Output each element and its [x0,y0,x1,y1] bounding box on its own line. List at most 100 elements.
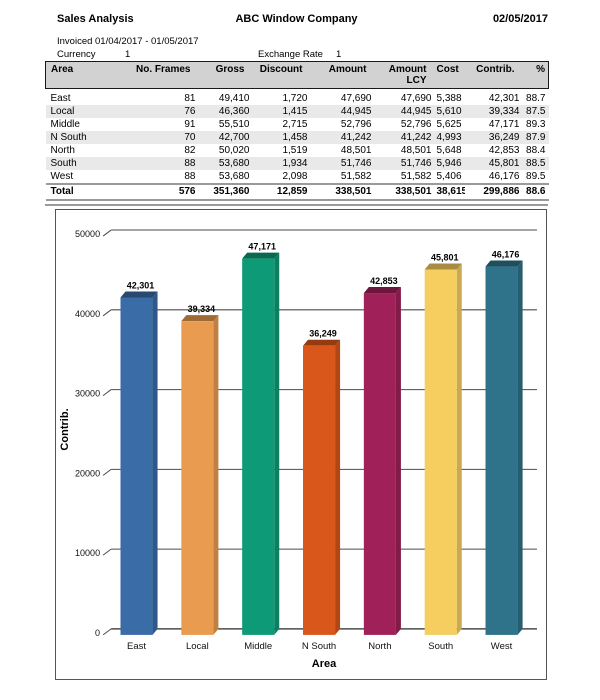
y-axis-title: Contrib. [59,408,71,450]
cell: 49,410 [218,93,250,104]
bar-side-face [274,252,280,635]
cell: 51,582 [400,171,432,182]
table-row: Middle 91 55,510 2,715 52,796 52,796 5,625 47,1… [46,118,549,131]
cell: 5,406 [436,171,462,182]
bar-front-face [242,258,275,635]
cell: 5,388 [436,93,462,104]
tick-slash [102,389,112,396]
cell: 51,746 [340,158,372,169]
total-cell: 576 [117,183,199,201]
cell: North [50,145,75,156]
col-header: Discount [252,61,311,89]
cell: 70 [184,132,196,143]
report-date: 02/05/2017 [492,13,548,25]
cell: 48,501 [400,145,432,156]
cell: 51,746 [400,158,432,169]
cell: 47,690 [400,93,432,104]
cell: 5,648 [436,145,462,156]
bar-top-face [181,315,219,322]
cell: 48,501 [340,145,372,156]
cell: 47,690 [340,93,372,104]
y-tick-label: 40000 [75,309,100,319]
x-tick-label: South [428,641,453,652]
cell: East [50,93,71,104]
cell: 89.5 [526,171,546,182]
cell: 52,796 [340,119,372,130]
cell: 53,680 [218,171,250,182]
table-row: West 88 53,680 2,098 51,582 51,582 5,406 46,176… [46,170,549,184]
bar-local: 39,334 Local [181,304,219,652]
bar-value-label: 36,249 [309,329,337,339]
report-params: Currency 1 Exchange Rate 1 [45,49,548,61]
bar-value-label: 39,334 [188,304,216,314]
cell: 46,360 [218,106,250,117]
bar-west: 46,176 West [485,250,523,652]
tick-slash [102,229,112,237]
bar-front-face [120,297,153,635]
y-tick-label: 30000 [75,389,100,399]
cell: 1,458 [282,132,308,143]
x-tick-label: East [127,641,146,652]
bar-side-face [335,339,341,635]
tick-slash [102,468,112,476]
cell: 41,242 [340,132,372,143]
bar-north: 42,853 North [363,276,401,652]
x-tick-label: Middle [244,641,272,652]
cell: 87.5 [526,106,546,117]
cell: 51,582 [340,171,372,182]
cell: West [50,171,74,182]
cell: 89.3 [526,119,546,130]
bar-front-face [424,269,457,635]
y-tick-label: 50000 [75,229,100,239]
cell: 52,796 [400,119,432,130]
table-row: Local 76 46,360 1,415 44,945 44,945 5,610 39,33… [45,105,549,118]
cell: 36,249 [488,132,520,143]
bar-side-face [517,260,523,635]
col-header: Amount [310,61,375,89]
cell: 87.9 [526,132,546,143]
x-tick-label: West [491,641,513,652]
bar-top-face [303,339,341,346]
cell: 53,680 [218,158,250,169]
bar-top-face [485,260,523,267]
x-tick-label: Local [186,641,209,652]
y-tick-label: 10000 [75,548,100,558]
col-header: No. Frames [117,61,199,89]
invoiced-period: Invoiced 01/04/2017 - 01/05/2017 [57,36,199,47]
cell: 1,415 [282,106,308,117]
table-row: N South 70 42,700 1,458 41,242 41,242 4,993 36,… [45,131,549,144]
sales-table: Area No. Frames Gross Discount Amount Amount … [45,61,549,201]
col-header: Contrib. [464,61,523,89]
table-row: North 82 50,020 1,519 48,501 48,501 5,648 42,85… [46,144,549,157]
cell: 81 [184,93,196,104]
table-header-row: Area No. Frames Gross Discount Amount Amount … [45,61,549,89]
cell: South [50,158,77,169]
cell: 42,700 [218,132,250,143]
x-tick-label: North [368,641,391,652]
cell: 46,176 [488,171,520,182]
cell: 4,993 [436,132,462,143]
bar-east: 42,301 East [120,280,158,652]
cell: 76 [184,106,196,117]
bar-side-face [152,291,158,635]
bar-top-face [120,291,158,298]
bar-value-label: 47,171 [248,242,276,252]
total-cell: Total [45,183,118,201]
bar-side-face [456,263,462,635]
tick-slash [102,548,112,556]
header-gap [45,88,549,92]
bar-top-face [424,263,462,270]
cell: 88.4 [526,145,546,156]
table-row: South 88 53,680 1,934 51,746 51,746 5,946 45,80… [45,157,549,170]
cell: 42,853 [488,145,520,156]
bar-front-face [181,321,214,635]
col-header: % [522,61,549,89]
cell: 1,934 [282,158,308,169]
exchange-rate-value: 1 [336,49,342,60]
cell: 2,715 [282,119,308,130]
contrib-by-area-chart: 0 10000 20000 30000 40000 50000 42,301 East 39,3… [55,209,547,680]
cell: N South [50,132,87,143]
bar-front-face [363,293,396,635]
total-cell: 88.6 [522,183,549,201]
bar-south: 45,801 South [424,253,462,652]
